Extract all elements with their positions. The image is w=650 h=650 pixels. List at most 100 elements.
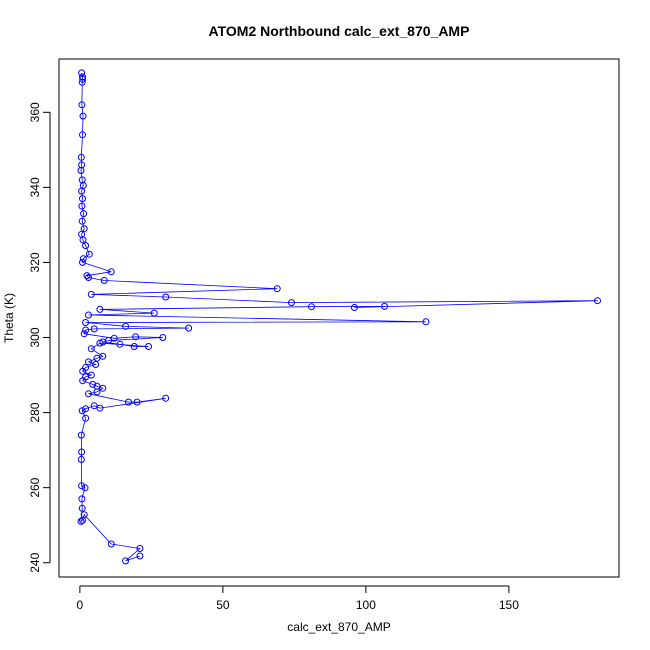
data-point [92,361,100,368]
data-point [78,202,86,210]
data-point [78,217,86,225]
y-tick-label: 260 [28,477,42,497]
data-point [80,210,88,218]
data-point [132,333,140,341]
y-axis: 240 260 280 300 320 340 360 [28,102,51,573]
data-point [90,325,98,333]
data-point [89,380,97,388]
data-point [81,484,89,492]
data-point [136,552,144,560]
data-point [381,302,388,310]
data-point [125,398,132,406]
y-tick-label: 340 [28,177,42,197]
data-point [87,345,95,353]
data-point [78,187,86,195]
data-point [82,405,90,413]
data-point [122,322,130,330]
y-tick-label: 240 [28,552,42,572]
data-point [78,101,86,109]
data-point [78,407,86,415]
data-point [96,339,104,347]
data-point [350,304,358,311]
data-point [77,517,85,525]
y-tick-label: 360 [28,102,42,122]
data-point [594,297,601,305]
data-point [77,456,85,463]
data-point [85,358,92,366]
data-point [79,112,87,120]
data-point [77,167,85,174]
data-point [78,448,86,456]
data-point [79,377,87,385]
y-tick-label: 300 [28,327,42,347]
x-axis-label: calc_ext_870_AMP [287,620,390,634]
data-point [83,272,91,280]
chart-title: ATOM2 Northbound calc_ext_870_AMP [209,23,470,39]
data-point [130,343,138,350]
data-point [288,299,295,307]
data-point [107,540,115,548]
data-point [133,398,141,406]
data-point [85,274,92,281]
data-point [85,390,92,398]
data-point [80,511,88,519]
plot-frame [58,58,620,578]
data-point [79,236,87,244]
series-layer [77,69,601,565]
data-point [159,334,167,341]
data-point [162,394,170,402]
data-point [273,285,281,293]
data-point [145,343,152,350]
x-tick-label: 100 [356,598,376,612]
x-tick-label: 50 [216,598,230,612]
data-point [82,319,90,326]
data-point [79,73,86,81]
data-point [78,78,86,86]
data-point [78,495,86,503]
data-point [116,340,124,348]
data-point [80,225,88,233]
data-point [78,482,86,490]
data-point [82,242,90,250]
data-point [87,290,95,298]
data-point [107,268,115,276]
data-point [85,250,93,258]
data-point [100,277,108,284]
data-point [80,330,88,338]
data-point [82,414,90,422]
y-axis-label: Theta (K) [2,293,16,343]
data-point [93,388,101,396]
data-point [78,69,86,77]
data-point [79,75,87,83]
data-point [308,303,315,311]
data-point [79,255,87,263]
data-point [96,305,104,313]
x-tick-label: 150 [499,598,519,612]
x-tick-label: 0 [77,598,84,612]
y-tick-label: 320 [28,252,42,272]
data-point [96,404,104,412]
data-point [185,324,193,332]
data-point [99,384,107,392]
data-point [77,431,85,439]
data-point [150,309,158,317]
data-point [77,153,85,161]
data-point [78,504,86,512]
data-point [82,326,90,334]
data-point [85,311,92,319]
data-point [162,293,170,301]
x-axis: 0 50 100 150 [77,585,519,612]
data-point [93,354,101,362]
data-point [79,195,86,203]
data-point [122,557,130,565]
y-tick-label: 280 [28,402,42,422]
data-point [90,402,98,410]
data-point [79,131,86,139]
series-line [80,72,598,562]
data-point [79,367,87,375]
data-point [422,318,430,326]
data-point [79,258,86,266]
data-point [136,545,144,552]
